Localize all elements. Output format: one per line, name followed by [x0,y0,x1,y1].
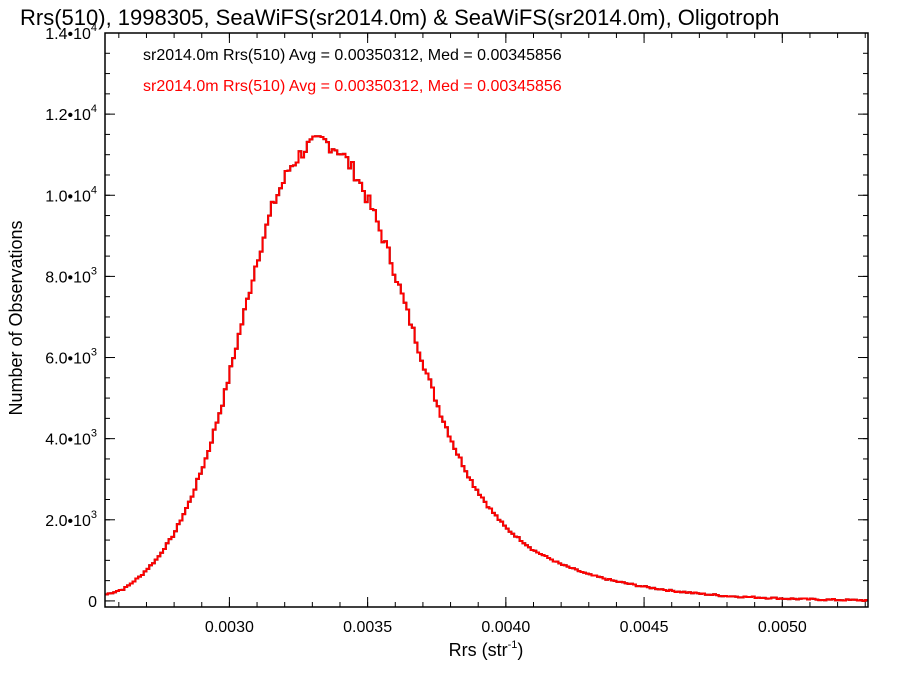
axis-tick-labels: 0.0030 0.0035 0.0040 0.0045 0.0050 0 2.0•103 4.… [45,22,807,636]
axis-ticks [105,32,868,607]
x-tick-label: 0.0040 [481,619,530,636]
y-tick-label: 2.0•103 [45,509,97,530]
legend-entry-black: sr2014.0m Rrs(510) Avg = 0.00350312, Med… [143,47,562,64]
y-tick-label: 8.0•103 [45,265,97,286]
plot-frame [104,32,869,608]
x-tick-label: 0.0045 [620,619,669,636]
y-tick-label: 6.0•103 [45,347,97,368]
x-axis-label: Rrs (str-1) [449,639,524,660]
y-tick-label: 0 [88,594,97,611]
series-layer [105,135,868,602]
y-tick-label: 1.2•104 [45,103,97,124]
chart-title: Rrs(510), 1998305, SeaWiFS(sr2014.0m) & … [20,5,779,30]
y-axis-label: Number of Observations [6,220,26,415]
x-tick-label: 0.0035 [343,619,392,636]
x-tick-label: 0.0030 [205,619,254,636]
y-tick-label: 4.0•103 [45,428,97,449]
y-tick-label: 1.4•104 [45,22,97,43]
x-tick-label: 0.0050 [758,619,807,636]
y-tick-label: 1.0•104 [45,184,97,205]
histogram-series-1 [105,135,868,602]
legend-entry-red: sr2014.0m Rrs(510) Avg = 0.00350312, Med… [143,78,562,95]
histogram-series-0 [105,135,868,602]
